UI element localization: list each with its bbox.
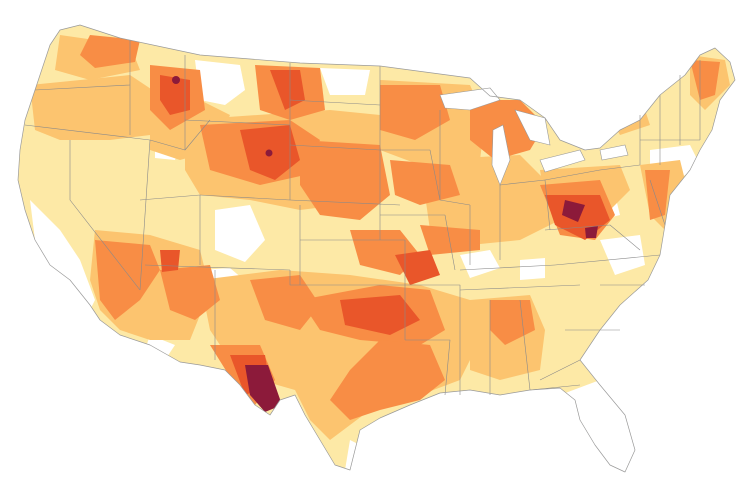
- country-outline: [17, 24, 736, 473]
- state-boundaries: [24, 40, 701, 396]
- zone-level5: [172, 76, 598, 412]
- drought-zones: [30, 35, 730, 472]
- great-lakes: [439, 87, 629, 186]
